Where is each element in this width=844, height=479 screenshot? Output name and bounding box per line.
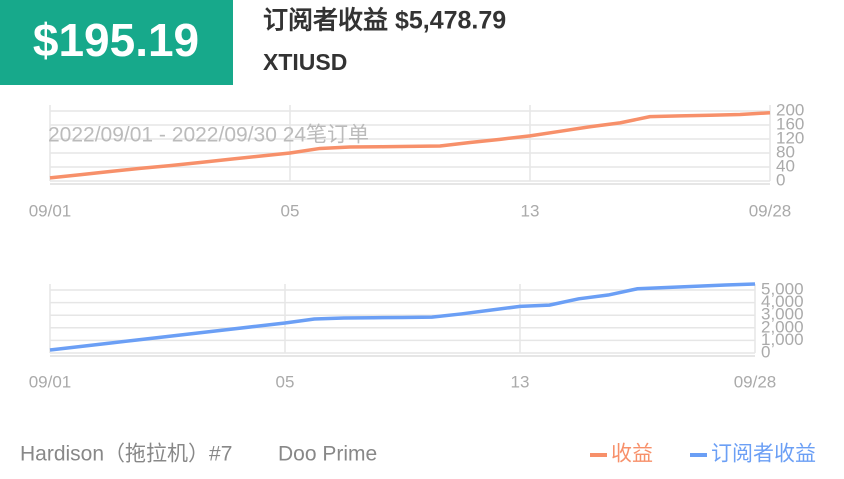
y-tick-label: 80 (776, 142, 795, 161)
line (49, 111, 771, 180)
subtitle: 2022/09/01 - 2022/09/30 24笔订单 (48, 124, 369, 147)
y-tick-label: 40 (776, 156, 795, 175)
y-tick-label: 4,000 (761, 292, 804, 311)
amount: $195.19 (33, 14, 199, 66)
x-tick-label: 05 (276, 372, 295, 391)
x-tick-label: 05 (281, 201, 300, 220)
x-tick-label: 09/28 (734, 372, 777, 391)
y-tick-label: 3,000 (761, 305, 804, 324)
legend-label[interactable]: 收益 (611, 443, 653, 466)
y-tick-label: 200 (776, 100, 804, 119)
title: 订阅者收益 $5,478.79 (263, 7, 506, 35)
y-tick-label: 1,000 (761, 330, 804, 349)
y-tick-label: 0 (761, 342, 770, 361)
y-tick-label: 2,000 (761, 317, 804, 336)
x-tick-label: 09/28 (749, 201, 792, 220)
account: Hardison（拖拉机）#7 (20, 443, 232, 466)
x-tick-label: 09/01 (29, 372, 72, 391)
broker: Doo Prime (278, 443, 377, 466)
symbol: XTIUSD (263, 49, 347, 75)
y-tick-label: 0 (776, 170, 785, 189)
x-tick-label: 13 (511, 372, 530, 391)
y-tick-label: 5,000 (761, 279, 804, 298)
amount-badge (0, 0, 233, 85)
y-tick-label: 160 (776, 114, 804, 133)
y-tick-label: 120 (776, 128, 804, 147)
x-tick-label: 13 (521, 201, 540, 220)
x-tick-label: 09/01 (29, 201, 72, 220)
line (49, 282, 756, 352)
legend-label[interactable]: 订阅者收益 (711, 443, 816, 466)
